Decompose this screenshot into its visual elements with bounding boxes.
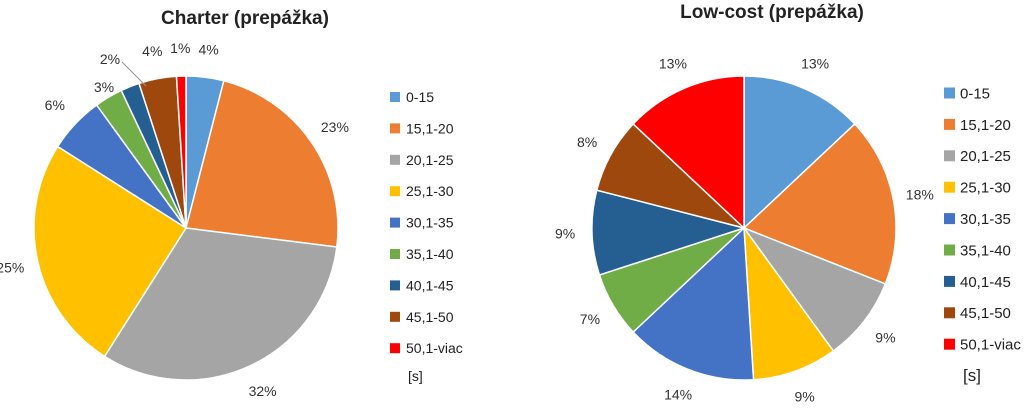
- pie-charter: 4% 23% 32% 25% 6% 3% 2% 4% 1%: [0, 40, 349, 399]
- legend-lowcost: 0-15 15,1-20 20,1-25 25,1-30 30,1-35 35,1-40 4…: [944, 85, 1021, 354]
- legend-label-40-1-45: 40,1-45: [406, 277, 454, 293]
- data-label-20-1-25: 32%: [249, 383, 277, 399]
- data-label-0-15: 4%: [198, 41, 218, 57]
- pie-lowcost: 13% 18% 9% 9% 14% 7% 9% 8% 13%: [555, 56, 934, 405]
- legend-label-30-1-35: 30,1-35: [406, 215, 454, 231]
- pie-slice-25-1-30: [743, 225, 835, 381]
- legend-swatch-45-1-50: [390, 311, 400, 322]
- legend-swatch-35-1-40: [944, 244, 955, 256]
- pie-slice-15-1-20: [742, 122, 897, 285]
- legend-label-0-15: 0-15: [406, 89, 434, 105]
- legend-swatch-15-1-20: [944, 118, 955, 130]
- legend-label-50-1-viac: 50,1-viac: [406, 340, 463, 356]
- legend-label-40-1-45: 40,1-45: [960, 274, 1011, 291]
- legend-label-15-1-20: 15,1-20: [406, 120, 454, 136]
- legend-label-45-1-50: 45,1-50: [960, 305, 1011, 322]
- data-label-30-1-35: 6%: [45, 97, 65, 113]
- chart-title-charter: Charter (prepážka): [161, 8, 329, 29]
- pie-slice-25-1-30: [33, 145, 188, 358]
- chart-title-lowcost: Low-cost (prepážka): [680, 2, 864, 23]
- data-label-40-1-45: 9%: [555, 226, 575, 242]
- legend-unit-charter: [s]: [408, 368, 423, 384]
- legend-swatch-35-1-40: [390, 249, 400, 259]
- legend-swatch-15-1-20: [390, 123, 400, 134]
- legend-label-35-1-40: 35,1-40: [960, 242, 1011, 259]
- legend-label-20-1-25: 20,1-25: [406, 152, 454, 168]
- legend-swatch-30-1-35: [390, 217, 400, 228]
- legend-label-50-1-viac: 50,1-viac: [960, 337, 1021, 354]
- pie-slice-15-1-20: [185, 79, 339, 248]
- legend-swatch-40-1-45: [944, 275, 955, 287]
- legend-swatch-25-1-30: [944, 181, 955, 193]
- pie-slice-40-1-45: [591, 189, 747, 276]
- legend-swatch-20-1-25: [390, 154, 400, 165]
- legend-label-45-1-50: 45,1-50: [406, 309, 454, 325]
- legend-label-20-1-25: 20,1-25: [960, 148, 1011, 165]
- pie-slice-50-1-viac: [632, 75, 745, 230]
- data-label-15-1-20: 23%: [321, 119, 349, 135]
- pie-slice-0-15: [743, 75, 856, 230]
- data-label-25-1-30: 9%: [794, 388, 814, 404]
- data-label-20-1-25: 9%: [875, 330, 895, 346]
- legend-swatch-25-1-30: [390, 186, 400, 197]
- data-label-25-1-30: 25%: [0, 259, 24, 275]
- legend-unit-lowcost: [s]: [963, 366, 981, 385]
- legend-swatch-0-15: [944, 87, 955, 99]
- data-label-0-15: 13%: [801, 56, 829, 72]
- data-label-45-1-50: 4%: [142, 43, 162, 59]
- data-label-40-1-45: 2%: [100, 51, 120, 67]
- legend-swatch-30-1-35: [944, 213, 955, 225]
- legend-charter: 0-15 15,1-20 20,1-25 25,1-30 30,1-35 35,1-40 4…: [390, 89, 463, 356]
- data-label-50-1-viac: 1%: [170, 40, 190, 56]
- pie-slice-20-1-25: [741, 226, 887, 353]
- legend-label-15-1-20: 15,1-20: [960, 117, 1011, 134]
- leader-line: [121, 61, 147, 87]
- legend-label-25-1-30: 25,1-30: [960, 180, 1011, 197]
- legend-swatch-45-1-50: [944, 307, 955, 319]
- legend-swatch-50-1-viac: [944, 338, 955, 350]
- data-label-15-1-20: 18%: [906, 187, 934, 203]
- data-label-45-1-50: 8%: [577, 134, 597, 150]
- data-label-35-1-40: 7%: [580, 311, 600, 327]
- data-label-35-1-40: 3%: [94, 79, 114, 95]
- pie-slice-50-1-viac: [175, 75, 187, 229]
- legend-swatch-0-15: [390, 92, 400, 102]
- legend-label-25-1-30: 25,1-30: [406, 183, 454, 199]
- data-label-30-1-35: 14%: [664, 386, 692, 402]
- legend-swatch-40-1-45: [390, 280, 400, 291]
- legend-label-0-15: 0-15: [960, 85, 990, 102]
- data-label-50-1-viac: 13%: [659, 56, 687, 72]
- pie-slice-30-1-35: [632, 226, 755, 381]
- legend-swatch-20-1-25: [944, 150, 955, 162]
- legend-swatch-50-1-viac: [390, 343, 400, 354]
- legend-label-35-1-40: 35,1-40: [406, 246, 454, 262]
- legend-label-30-1-35: 30,1-35: [960, 211, 1011, 228]
